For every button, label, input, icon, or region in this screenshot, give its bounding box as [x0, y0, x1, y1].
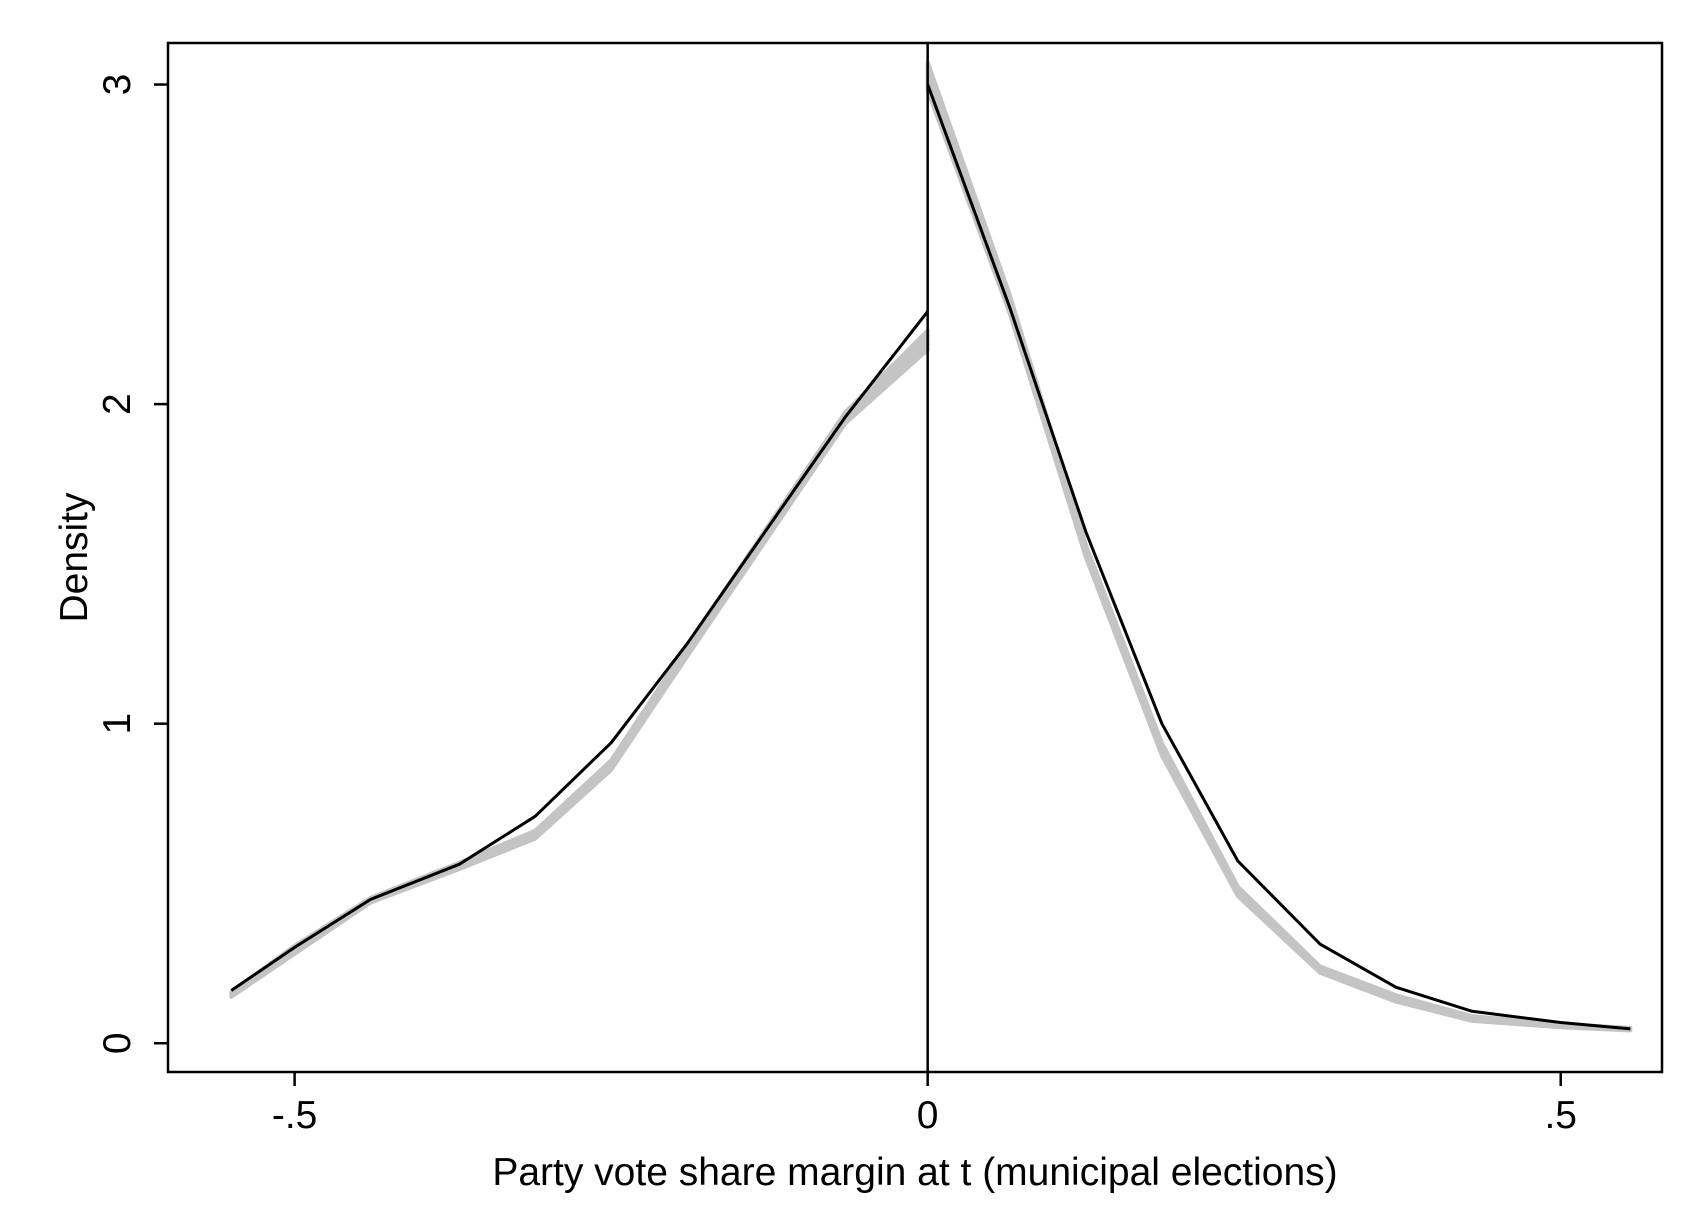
confidence-band-right [925, 60, 1633, 1033]
x-axis-ticks: -.5 0 .5 [272, 1072, 1577, 1137]
y-tick-label: 1 [96, 713, 139, 735]
x-axis-title: Party vote share margin at t (municipal … [492, 1151, 1337, 1194]
plot-frame [166, 41, 1664, 1074]
x-tick-label: .5 [1544, 1094, 1577, 1137]
y-tick-label: 0 [96, 1032, 139, 1054]
confidence-band-layer [229, 60, 1633, 1033]
x-tick-label: 0 [917, 1094, 939, 1137]
y-tick-label: 3 [96, 74, 139, 96]
density-line-right [926, 83, 1631, 1031]
x-tick-label: -.5 [272, 1094, 318, 1137]
y-axis-title: Density [53, 492, 96, 623]
y-axis-ticks: 0 1 2 3 [96, 74, 168, 1054]
density-line-layer [230, 83, 1631, 1031]
confidence-band-left [229, 328, 930, 999]
density-line-left [230, 310, 929, 992]
y-tick-label: 2 [96, 393, 139, 415]
